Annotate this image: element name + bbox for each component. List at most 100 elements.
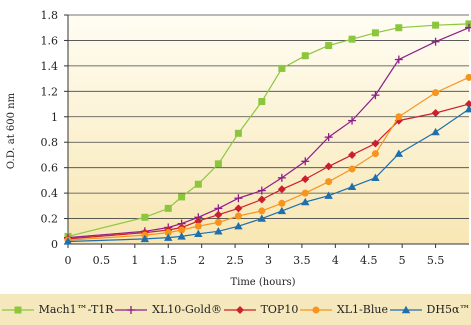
x-tick-label: 3 xyxy=(265,254,272,267)
data-point xyxy=(371,139,380,148)
data-point xyxy=(234,194,243,203)
y-tick-label: 1.4 xyxy=(41,60,59,73)
series-lines xyxy=(63,20,471,245)
legend-label: DH5α™ xyxy=(426,303,471,316)
data-point xyxy=(324,191,333,199)
data-point xyxy=(214,210,223,219)
legend-label: XL10-Gold® xyxy=(152,303,222,316)
data-point xyxy=(277,185,286,194)
data-point xyxy=(277,173,286,182)
data-point xyxy=(371,29,379,37)
x-axis-label: Time (hours) xyxy=(230,277,295,288)
data-point xyxy=(234,204,243,213)
series-line xyxy=(67,108,470,243)
data-point xyxy=(258,207,266,215)
x-tick-label: 4 xyxy=(332,254,339,267)
data-point xyxy=(194,229,203,238)
data-point xyxy=(257,195,266,204)
data-point xyxy=(277,206,287,215)
data-point xyxy=(395,24,403,32)
data-point xyxy=(301,175,310,184)
legend-label: Mach1™-T1R xyxy=(38,303,114,316)
x-tick-label: 5.5 xyxy=(427,254,445,267)
data-point xyxy=(234,212,242,220)
data-point xyxy=(164,229,172,237)
legend-marker xyxy=(127,305,136,314)
legend-swatch xyxy=(1,306,34,313)
legend-marker xyxy=(401,305,410,313)
data-point xyxy=(465,23,471,32)
data-point xyxy=(394,55,403,64)
legend-marker xyxy=(312,306,320,313)
data-point xyxy=(214,218,222,226)
data-point xyxy=(301,197,310,206)
data-point xyxy=(194,180,202,188)
data-point xyxy=(465,20,471,28)
legend-swatch xyxy=(115,305,148,314)
data-point xyxy=(257,214,267,222)
legend-item: Mach1™-T1R xyxy=(1,303,114,316)
x-tick-label: 1.5 xyxy=(160,254,178,267)
data-point xyxy=(325,42,333,50)
data-point xyxy=(324,133,333,142)
data-point xyxy=(194,217,203,226)
data-point xyxy=(140,234,150,243)
data-point xyxy=(464,104,471,113)
data-point xyxy=(234,221,243,230)
legend-swatch xyxy=(223,305,256,314)
data-point xyxy=(395,113,403,121)
data-point xyxy=(194,222,202,230)
y-tick-label: 1.6 xyxy=(41,34,59,47)
series-line xyxy=(67,103,470,240)
data-point xyxy=(258,98,266,106)
data-point xyxy=(324,162,333,171)
data-point xyxy=(234,129,242,137)
series-4 xyxy=(63,104,471,245)
legend-item: TOP10 xyxy=(223,303,299,316)
data-point xyxy=(347,182,357,190)
data-point xyxy=(431,108,440,117)
data-point xyxy=(278,199,286,207)
data-point xyxy=(432,21,440,29)
legend-marker xyxy=(235,305,244,314)
x-tick-label: 1 xyxy=(131,254,138,267)
data-point xyxy=(278,64,286,72)
data-point xyxy=(371,173,380,182)
y-tick-label: 0.2 xyxy=(41,213,59,226)
series-3 xyxy=(64,73,471,244)
data-point xyxy=(371,91,380,100)
data-point xyxy=(348,165,356,173)
y-tick-label: 1 xyxy=(51,111,58,124)
data-point xyxy=(301,157,310,166)
x-tick-label: 0.5 xyxy=(93,254,111,267)
data-point xyxy=(178,193,186,201)
legend-item: XL1-Blue xyxy=(299,303,388,316)
data-point xyxy=(301,52,309,60)
y-tick-label: 1.2 xyxy=(41,85,59,98)
data-point xyxy=(178,226,186,234)
y-tick-label: 0.4 xyxy=(41,187,59,200)
data-point xyxy=(348,116,357,125)
y-tick-label: 0.8 xyxy=(41,136,59,149)
series-0 xyxy=(64,20,471,240)
data-point xyxy=(325,178,333,186)
chart-legend: Mach1™-T1R XL10-Gold® TOP10 XL1-Blue DH5α™ xyxy=(0,294,471,325)
legend-item: DH5α™ xyxy=(389,303,471,316)
data-point xyxy=(164,233,173,241)
series-line xyxy=(67,27,470,239)
data-point xyxy=(465,73,471,81)
data-point xyxy=(348,35,356,43)
x-tick-label: 3.5 xyxy=(293,254,311,267)
y-tick-label: 0.6 xyxy=(41,162,59,175)
data-point xyxy=(141,213,149,221)
x-tick-label: 2 xyxy=(198,254,205,267)
data-point xyxy=(371,150,379,158)
legend-item: XL10-Gold® xyxy=(114,303,222,316)
data-point xyxy=(164,204,172,212)
plot-background xyxy=(68,15,469,244)
legend-label: TOP10 xyxy=(260,303,299,316)
y-tick-label: 1.8 xyxy=(41,9,59,22)
y-tick-label: 0 xyxy=(51,238,58,251)
growth-curve-chart: 0 0.2 0.4 0.6 0.8 1 1.2 1.4 1.6 1.8 0 0.5 1 1.5 2 2.5 3 3… xyxy=(6,9,471,288)
data-point xyxy=(63,237,73,245)
